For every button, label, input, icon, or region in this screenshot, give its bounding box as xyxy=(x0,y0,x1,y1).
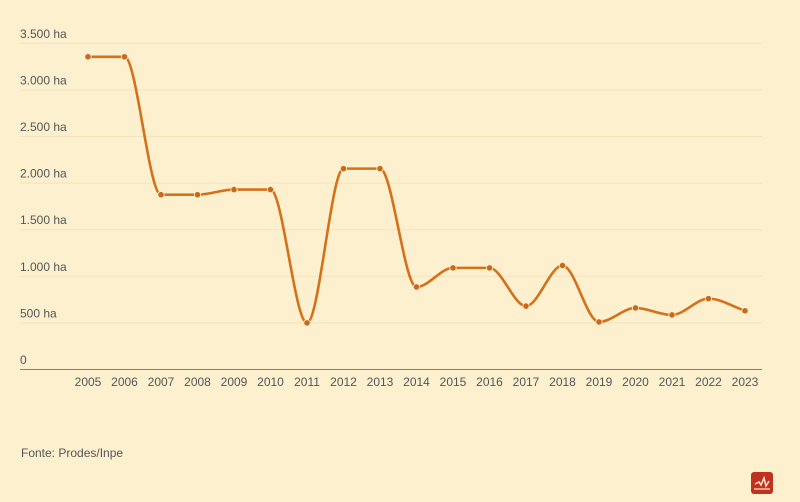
x-tick-label: 2015 xyxy=(440,375,467,389)
data-point[interactable] xyxy=(704,295,713,303)
y-tick-label: 3.000 ha xyxy=(20,73,67,87)
data-point[interactable] xyxy=(84,53,92,61)
x-tick-label: 2013 xyxy=(367,375,394,389)
data-point[interactable] xyxy=(339,165,348,173)
x-tick-label: 2014 xyxy=(403,375,430,389)
data-point[interactable] xyxy=(230,185,238,194)
data-point[interactable] xyxy=(741,307,749,315)
x-tick-label: 2020 xyxy=(622,375,649,389)
x-tick-label: 2019 xyxy=(586,375,613,389)
data-point[interactable] xyxy=(558,261,567,270)
y-tick-label: 2.000 ha xyxy=(20,167,67,181)
data-point[interactable] xyxy=(303,319,311,327)
y-tick-label: 2.500 ha xyxy=(20,120,67,134)
y-tick-label: 3.500 ha xyxy=(20,27,67,41)
x-tick-label: 2022 xyxy=(695,375,722,389)
data-point[interactable] xyxy=(376,165,384,173)
data-point[interactable] xyxy=(157,191,165,199)
x-tick-label: 2006 xyxy=(111,375,138,389)
data-point[interactable] xyxy=(595,318,603,326)
data-point[interactable] xyxy=(631,304,640,312)
y-tick-label: 500 ha xyxy=(20,306,57,320)
data-point[interactable] xyxy=(120,53,129,61)
data-point[interactable] xyxy=(412,283,421,291)
line-chart: 0 500 ha 1.000 ha 1.500 ha 2.000 ha 2.500 ha 3… xyxy=(20,27,762,389)
x-tick-label: 2017 xyxy=(513,375,540,389)
x-tick-label: 2010 xyxy=(257,375,284,389)
x-tick-label: 2018 xyxy=(549,375,576,389)
x-tick-label: 2023 xyxy=(732,375,759,389)
x-tick-label: 2016 xyxy=(476,375,503,389)
x-tick-label: 2007 xyxy=(148,375,175,389)
data-point[interactable] xyxy=(193,191,202,199)
data-point[interactable] xyxy=(522,302,530,310)
y-tick-label: 1.500 ha xyxy=(20,213,67,227)
data-point[interactable] xyxy=(485,264,494,272)
x-tick-label: 2021 xyxy=(659,375,686,389)
data-point[interactable] xyxy=(449,264,457,272)
x-tick-label: 2005 xyxy=(75,375,102,389)
publisher-logo-icon xyxy=(751,472,773,494)
data-point[interactable] xyxy=(266,185,275,194)
x-tick-label: 2008 xyxy=(184,375,211,389)
y-tick-label: 0 xyxy=(20,353,27,367)
x-tick-label: 2012 xyxy=(330,375,357,389)
x-tick-label: 2011 xyxy=(294,375,320,389)
y-tick-label: 1.000 ha xyxy=(20,260,67,274)
data-line xyxy=(86,55,747,325)
x-tick-label: 2009 xyxy=(221,375,248,389)
source-note: Fonte: Prodes/Inpe xyxy=(21,446,124,460)
data-point[interactable] xyxy=(668,311,676,319)
